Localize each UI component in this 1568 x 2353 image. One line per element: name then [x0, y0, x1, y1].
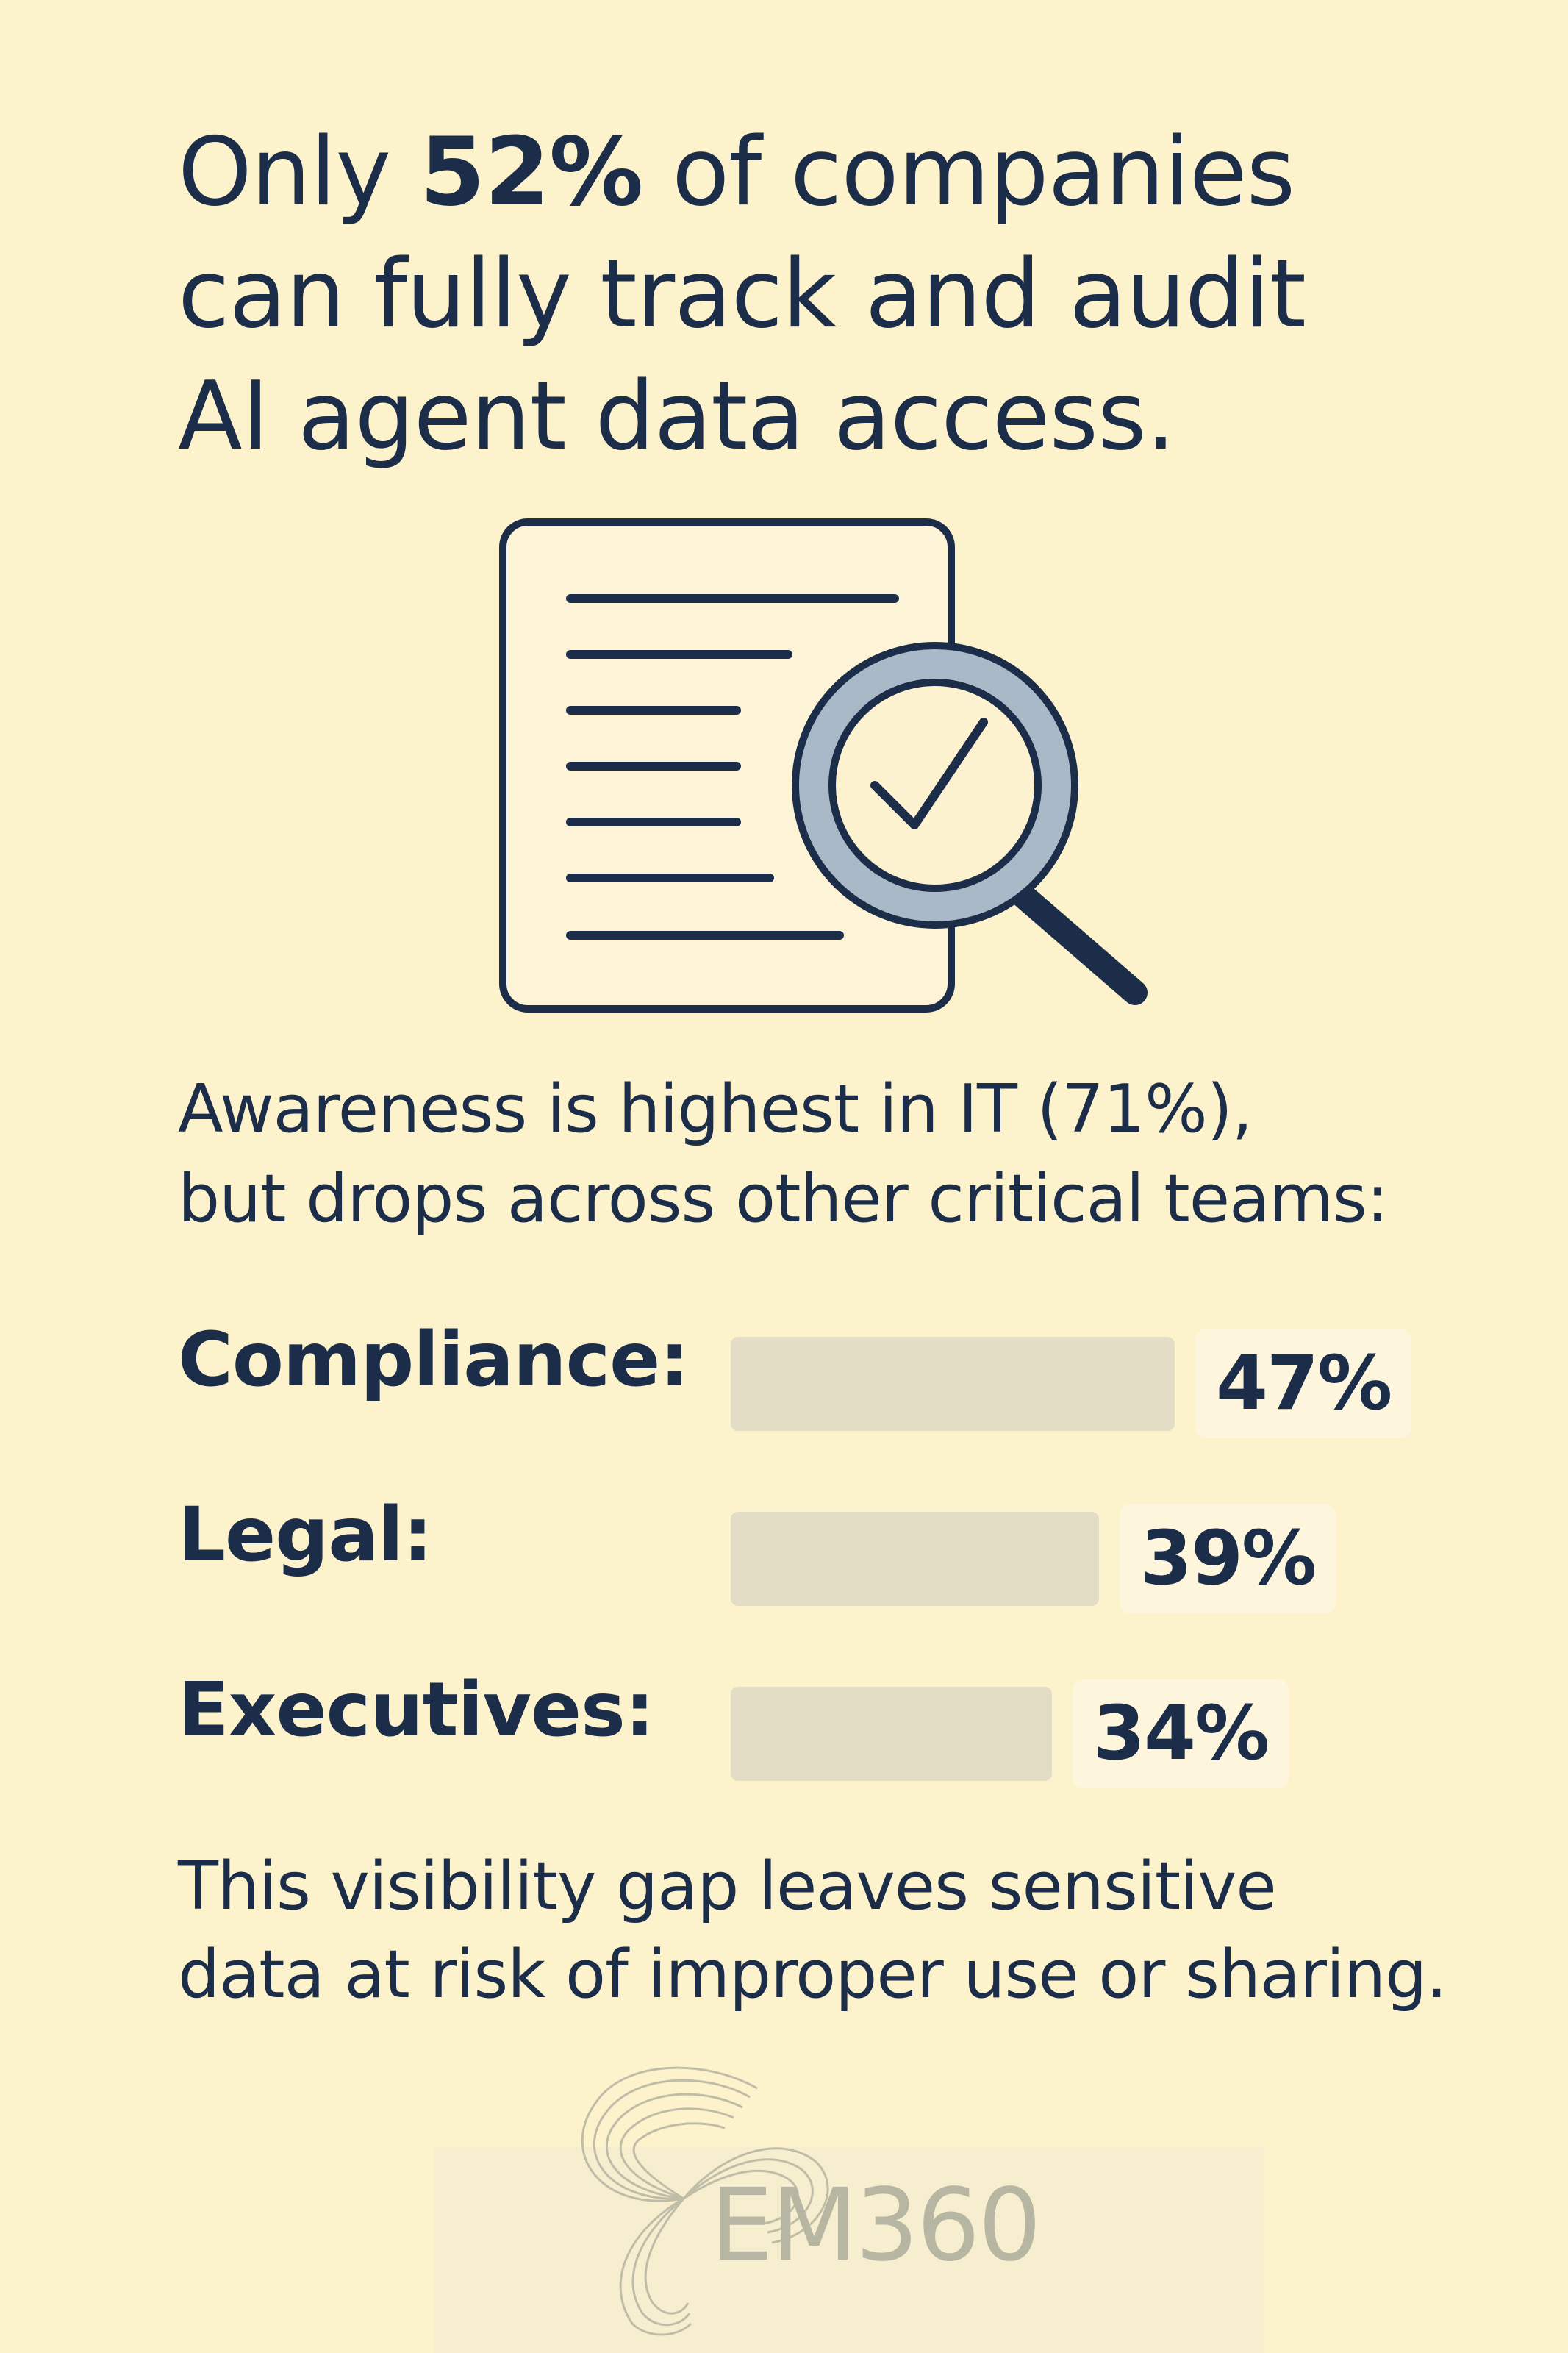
bar-value-legal: 39%: [1120, 1504, 1336, 1613]
document-magnifier-check-icon: [499, 518, 1148, 1013]
bar-row-executives: Executives: 34%: [178, 1659, 1501, 1788]
closing-statement: This visibility gap leaves sensitive dat…: [178, 1843, 1545, 2019]
magnifier-lens-glass: [828, 679, 1042, 892]
bar-label-legal: Legal:: [178, 1491, 433, 1579]
bar-row-legal: Legal: 39%: [178, 1484, 1501, 1613]
headline: Only 52% of companies can fully track an…: [178, 112, 1464, 478]
subtext: Awareness is highest in IT (71%), but dr…: [178, 1065, 1501, 1244]
closing-line2: data at risk of improper use or sharing.: [178, 1936, 1447, 2013]
headline-pre: Only: [178, 118, 420, 227]
subtext-line2: but drops across other critical teams:: [178, 1160, 1389, 1238]
bar-legal: [731, 1512, 1099, 1606]
headline-line3: AI agent data access.: [178, 362, 1175, 471]
subtext-line1: Awareness is highest in IT (71%),: [178, 1071, 1253, 1148]
bar-label-compliance: Compliance:: [178, 1316, 690, 1404]
bar-value-compliance: 47%: [1195, 1329, 1412, 1438]
magnifier-handle: [1002, 876, 1148, 1005]
logo-backdrop: [434, 2147, 1264, 2353]
bar-executives: [731, 1687, 1052, 1781]
document-lines: [566, 594, 899, 940]
headline-line2: can fully track and audit: [178, 240, 1306, 349]
bar-compliance: [731, 1337, 1175, 1431]
bar-label-executives: Executives:: [178, 1666, 655, 1754]
headline-highlight-stat: 52%: [419, 118, 643, 227]
em360-swirl-logo-icon: [581, 2066, 829, 2336]
closing-line1: This visibility gap leaves sensitive: [178, 1848, 1277, 1925]
headline-line1-rest: of companies: [642, 118, 1295, 227]
checkmark-icon: [870, 718, 988, 829]
bar-row-compliance: Compliance: 47%: [178, 1309, 1501, 1438]
em360-logo-text: EM360: [710, 2168, 1042, 2284]
bar-value-executives: 34%: [1073, 1679, 1289, 1788]
